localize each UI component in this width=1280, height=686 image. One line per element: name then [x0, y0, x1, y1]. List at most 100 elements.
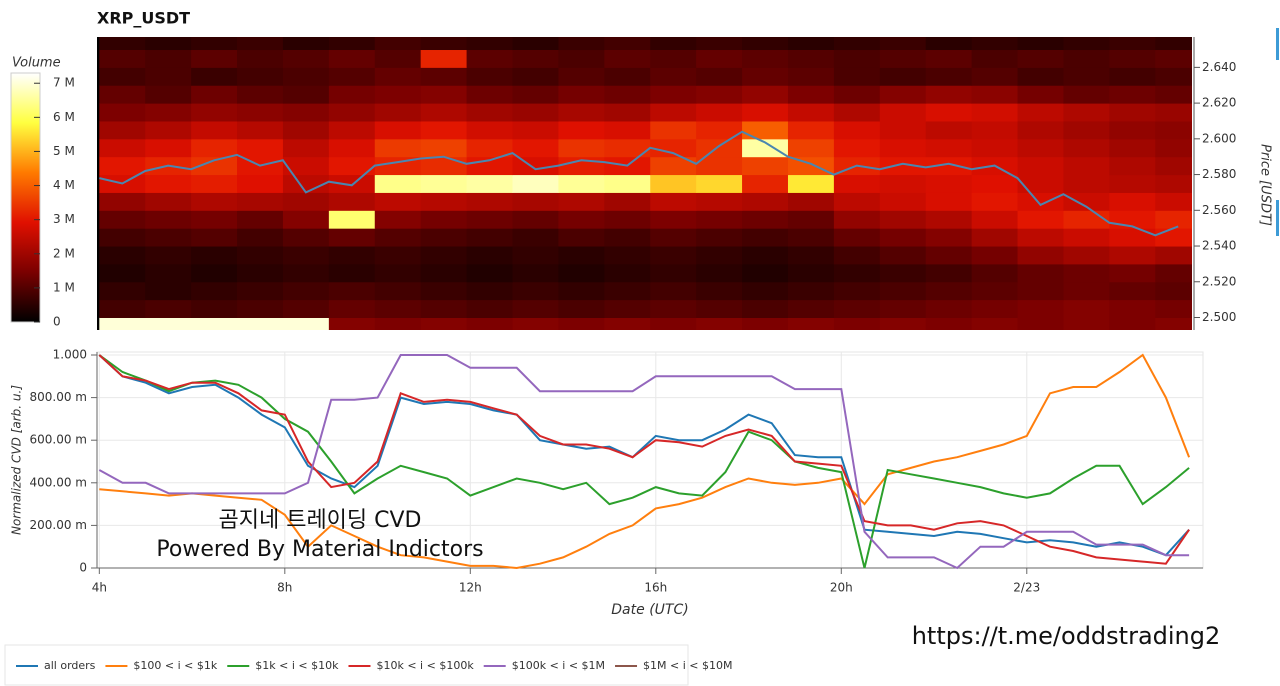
heatmap-cell — [604, 37, 651, 51]
heatmap-cell — [558, 67, 605, 86]
heatmap-cell — [925, 49, 973, 68]
heatmap-cell — [879, 85, 927, 104]
toolbar-mark — [1276, 28, 1279, 60]
heatmap-cell — [1155, 281, 1192, 301]
heatmap-cell — [99, 138, 146, 158]
heatmap-cell — [879, 67, 927, 86]
heatmap-cell — [99, 67, 146, 86]
heatmap-cell — [1017, 49, 1064, 68]
colorbar-tick-label: 3 M — [53, 212, 75, 226]
heatmap-cell — [558, 263, 605, 283]
heatmap-cell — [742, 228, 789, 247]
heatmap-cell — [1155, 156, 1192, 176]
colorbar-tick-label: 5 M — [53, 144, 75, 158]
heatmap-cell — [604, 281, 651, 301]
heatmap-cell — [328, 228, 376, 247]
heatmap-cell — [145, 317, 192, 330]
y-tick-label: 2.600 — [1202, 131, 1236, 145]
heatmap-cell — [833, 138, 881, 158]
heatmap-cell — [374, 299, 422, 318]
heatmap-cell — [374, 85, 422, 104]
y-tick-label: 400.00 m — [30, 475, 88, 489]
heatmap-cell — [466, 103, 514, 122]
y-tick-label: 2.560 — [1202, 203, 1236, 217]
heatmap-cell — [1109, 49, 1156, 68]
heatmap-cell — [558, 192, 605, 211]
heatmap-cell — [1155, 299, 1192, 318]
heatmap-cell — [971, 49, 1019, 68]
heatmap-cell — [328, 210, 376, 229]
heatmap-cell — [466, 228, 514, 247]
heatmap-cell — [328, 120, 376, 140]
heatmap-cell — [833, 263, 881, 283]
heatmap-cell — [879, 156, 927, 176]
heatmap-cell — [1017, 103, 1064, 122]
series-lines — [98, 353, 1191, 570]
heatmap-cell — [99, 246, 146, 265]
heatmap-cell — [237, 299, 284, 318]
heatmap-cell — [1109, 263, 1156, 283]
heatmap-cell — [650, 281, 697, 301]
heatmap-cell — [925, 85, 973, 104]
heatmap-cell — [787, 246, 835, 265]
heatmap-cell — [1109, 138, 1156, 158]
heatmap-cell — [282, 299, 330, 318]
heatmap-cell — [650, 67, 697, 86]
legend-label: $100 < i < $1k — [133, 659, 217, 672]
y-axis-label: Price [USDT] — [1258, 144, 1273, 226]
heatmap-cell — [1017, 192, 1064, 211]
heatmap-cell — [879, 263, 927, 283]
heatmap-cell — [833, 174, 881, 193]
heatmap-cell — [466, 299, 514, 318]
heatmap-cell — [374, 317, 422, 330]
legend-label: $1M < i < $10M — [643, 659, 732, 672]
heatmap-cell — [925, 67, 973, 86]
heatmap-cell — [282, 246, 330, 265]
heatmap-cell — [374, 174, 422, 193]
heatmap-cell — [833, 192, 881, 211]
heatmap-cell — [742, 317, 789, 330]
heatmap-cell — [145, 103, 192, 122]
heatmap-cell — [1155, 317, 1192, 330]
series-line — [98, 354, 1190, 565]
x-tick-label: 8h — [277, 581, 292, 595]
heatmap-cell — [1017, 174, 1064, 193]
heatmap-cell — [237, 246, 284, 265]
heatmap-cell — [558, 49, 605, 68]
heatmap-cell — [742, 103, 789, 122]
heatmap-cell — [650, 246, 697, 265]
heatmap-cell — [99, 228, 146, 247]
heatmap-cell — [1017, 120, 1064, 140]
heatmap-cell — [1063, 246, 1110, 265]
heatmap-cell — [1155, 37, 1192, 51]
heatmap-cell — [145, 37, 192, 51]
y-tick-label: 200.00 m — [30, 518, 88, 532]
heatmap-cell — [512, 299, 559, 318]
heatmap-cell — [420, 138, 468, 158]
heatmap-cell — [1017, 246, 1064, 265]
heatmap-cell — [971, 103, 1019, 122]
heatmap-cell — [420, 120, 468, 140]
y-tick-label: 2.640 — [1202, 60, 1236, 74]
heatmap-cell — [420, 263, 468, 283]
heatmap-cell — [787, 299, 835, 318]
heatmap-cell — [787, 120, 835, 140]
heatmap-cell — [604, 67, 651, 86]
heatmap-cell — [1109, 85, 1156, 104]
heatmap-cell — [237, 49, 284, 68]
series-line — [98, 354, 1190, 557]
heatmap-cell — [466, 85, 514, 104]
heatmap-cell — [742, 263, 789, 283]
heatmap-cell — [742, 37, 789, 51]
heatmap-cell — [742, 246, 789, 265]
colorbar-tick-label: 4 M — [53, 178, 75, 192]
heatmap-cell — [191, 210, 238, 229]
heatmap-cell — [879, 210, 927, 229]
x-tick-label: 20h — [830, 581, 853, 595]
series-line — [98, 354, 1190, 569]
heatmap-cell — [604, 85, 651, 104]
heatmap-cell — [696, 174, 743, 193]
heatmap-cell — [558, 210, 605, 229]
heatmap-cell — [696, 120, 743, 140]
heatmap-cell — [328, 37, 376, 51]
